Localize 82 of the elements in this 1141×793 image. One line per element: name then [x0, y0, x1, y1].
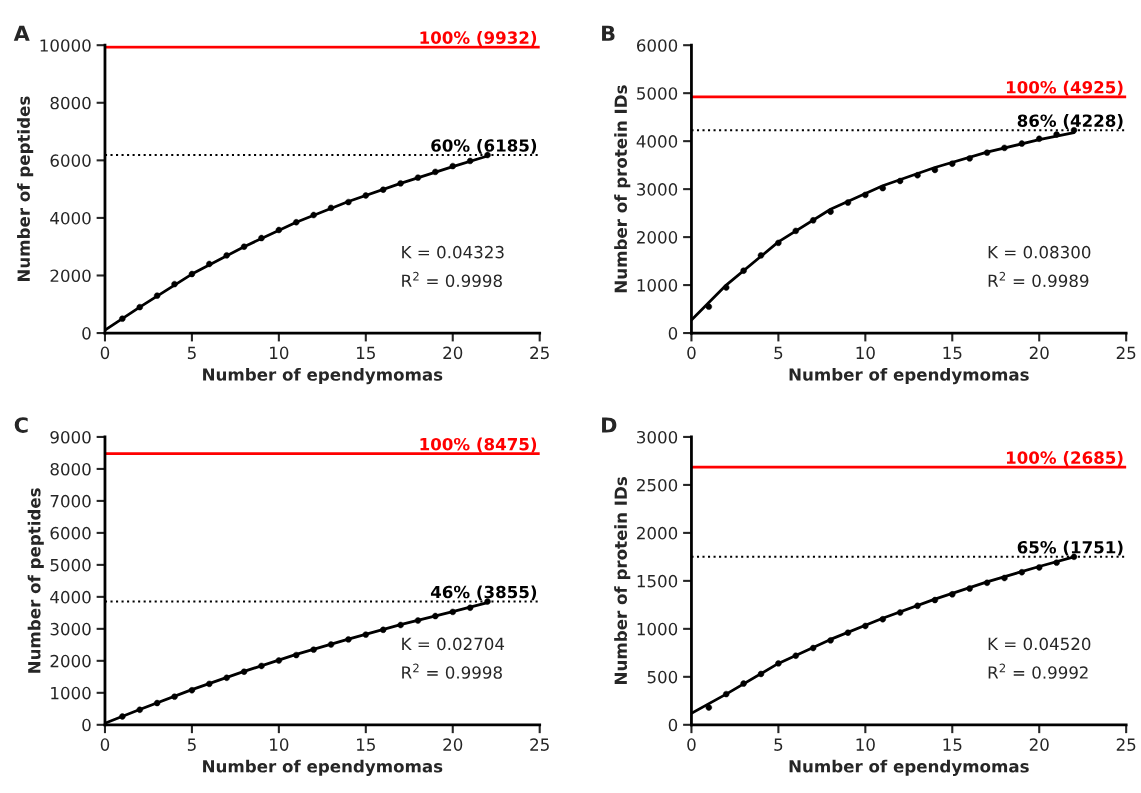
- x-tick-label: 10: [270, 346, 289, 360]
- y-tick-label: 7000: [50, 494, 91, 508]
- x-tick-label: 0: [100, 346, 110, 360]
- y-tick-label: 4000: [50, 211, 91, 225]
- x-tick-label: 10: [856, 346, 875, 360]
- y-tick-label: 6000: [637, 39, 678, 52]
- y-tick-label: 3000: [50, 622, 91, 636]
- annotation: K = 0.04520: [988, 637, 1091, 651]
- x-tick-label: 15: [357, 346, 375, 360]
- y-tick-label: 2000: [50, 269, 91, 283]
- y-axis-title: Number of peptides: [17, 96, 34, 282]
- x-axis-title: Number of ependymomas: [203, 759, 443, 776]
- y-tick-label: 1000: [637, 622, 678, 636]
- x-tick-label: 20: [443, 738, 463, 751]
- x-tick-label: 5: [187, 346, 196, 360]
- x-tick-label: 25: [530, 346, 549, 360]
- annotation: K = 0.08300: [988, 245, 1091, 259]
- y-tick-label: 5000: [637, 87, 678, 100]
- ref-line-label: 46% (3855): [430, 585, 537, 601]
- y-tick-label: 0: [668, 718, 678, 732]
- y-tick-label: 500: [647, 670, 678, 684]
- x-tick-label: 25: [530, 738, 549, 751]
- ref-line-label: 65% (1751): [1017, 540, 1123, 556]
- chart-title: D: [602, 417, 617, 433]
- y-tick-label: 2000: [50, 654, 91, 668]
- y-tick-label: 3000: [637, 183, 678, 196]
- x-tick-label: 15: [943, 346, 962, 360]
- y-tick-label: 1500: [637, 574, 678, 588]
- annotation: K = 0.02704: [402, 637, 505, 651]
- y-tick-label: 6000: [50, 154, 91, 167]
- annotation: R$^{2}$ = 0.9992: [988, 663, 1088, 679]
- x-tick-label: 5: [774, 346, 783, 360]
- y-tick-label: 1000: [51, 686, 91, 700]
- x-tick-label: 20: [1029, 738, 1049, 751]
- ref-line-label: 100% (4925): [1006, 80, 1123, 96]
- ref-line-label: 100% (9932): [420, 31, 537, 46]
- chart-title: C: [14, 417, 28, 433]
- y-axis-title: Number of peptides: [27, 488, 44, 673]
- y-tick-label: 10000: [40, 39, 91, 52]
- x-axis-title: Number of ependymomas: [789, 759, 1029, 776]
- ref-line-label: 100% (8475): [420, 437, 537, 453]
- x-tick-label: 20: [1029, 346, 1049, 360]
- annotation: R$^{2}$ = 0.9998: [402, 663, 502, 679]
- y-tick-label: 0: [82, 718, 91, 732]
- x-tick-label: 5: [774, 738, 783, 751]
- x-axis-title: Number of ependymomas: [789, 367, 1029, 385]
- y-tick-label: 8000: [50, 96, 91, 110]
- annotation: R$^{2}$ = 0.9998: [402, 271, 502, 288]
- x-tick-label: 15: [943, 738, 962, 751]
- x-tick-label: 10: [856, 738, 875, 751]
- x-tick-label: 0: [687, 738, 696, 751]
- y-tick-label: 4000: [636, 135, 678, 148]
- ref-line-label: 86% (4228): [1017, 114, 1123, 129]
- chart-title: B: [602, 25, 615, 41]
- x-tick-label: 20: [443, 346, 463, 360]
- y-tick-label: 5000: [50, 558, 91, 572]
- y-tick-label: 9000: [50, 430, 91, 444]
- x-tick-label: 0: [100, 738, 110, 751]
- y-tick-label: 2000: [637, 526, 678, 540]
- ref-line-label: 60% (6185): [431, 138, 537, 154]
- y-tick-label: 1000: [637, 279, 678, 292]
- y-tick-label: 2500: [637, 478, 678, 492]
- annotation: K = 0.04323: [402, 245, 504, 259]
- ref-line-label: 100% (2685): [1006, 451, 1123, 466]
- y-tick-label: 0: [82, 327, 91, 340]
- x-tick-label: 25: [1116, 738, 1136, 751]
- y-tick-label: 4000: [50, 590, 91, 604]
- y-tick-label: 2000: [637, 231, 678, 244]
- chart-title: A: [13, 25, 30, 41]
- y-tick-label: 0: [668, 327, 678, 340]
- y-axis-title: Number of protein IDs: [614, 85, 631, 293]
- x-tick-label: 0: [687, 346, 696, 360]
- y-tick-label: 6000: [50, 526, 91, 540]
- x-tick-label: 25: [1116, 346, 1136, 360]
- x-tick-label: 15: [357, 738, 375, 751]
- y-tick-label: 3000: [637, 430, 678, 444]
- y-tick-label: 8000: [50, 462, 91, 476]
- y-axis-title: Number of protein IDs: [614, 477, 631, 684]
- annotation: R$^{2}$ = 0.9989: [988, 271, 1089, 288]
- x-axis-title: Number of ependymomas: [203, 367, 443, 385]
- x-tick-label: 10: [270, 738, 289, 751]
- x-tick-label: 5: [187, 738, 196, 751]
